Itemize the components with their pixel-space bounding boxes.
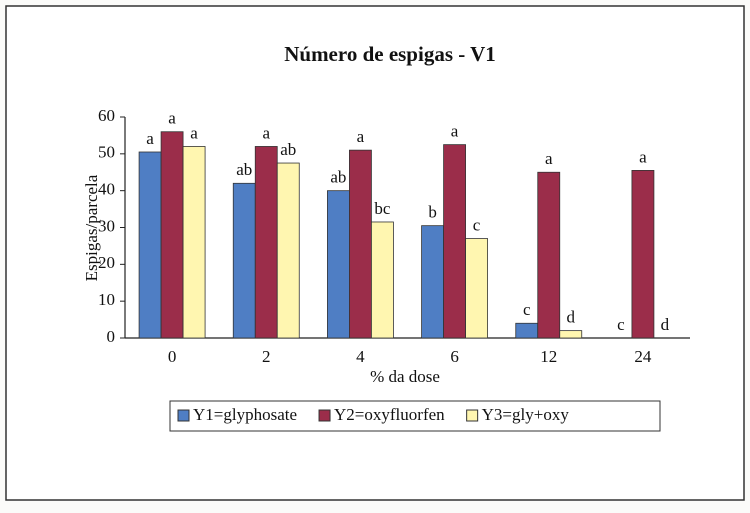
significance-letter: b	[428, 203, 437, 222]
bar	[537, 171, 561, 339]
y-tick-label: 60	[98, 106, 115, 125]
x-tick-label: 24	[634, 347, 652, 366]
legend-label: Y3=gly+oxy	[482, 405, 570, 424]
x-axis-label: % da dose	[370, 367, 440, 386]
legend-label: Y2=oxyfluorfen	[334, 405, 445, 424]
y-axis-label: Espigas/parcela	[82, 174, 101, 281]
bar	[232, 182, 256, 339]
bar	[182, 146, 206, 339]
significance-letter: ab	[236, 160, 252, 179]
legend-swatch	[466, 409, 479, 422]
legend-swatch	[177, 409, 190, 422]
x-tick-label: 2	[262, 347, 271, 366]
y-tick-label: 0	[107, 327, 116, 346]
bar	[160, 131, 184, 339]
x-tick-label: 4	[356, 347, 365, 366]
x-tick-label: 0	[168, 347, 177, 366]
x-tick-label: 6	[450, 347, 459, 366]
y-tick-label: 30	[98, 216, 115, 235]
significance-letter: a	[190, 123, 198, 142]
y-tick-label: 10	[98, 290, 115, 309]
chart-title: Número de espigas - V1	[284, 42, 496, 66]
significance-letter: a	[262, 123, 270, 142]
significance-letter: a	[146, 129, 154, 148]
bar	[371, 221, 394, 339]
bar	[631, 170, 655, 339]
x-tick-label: 12	[540, 347, 557, 366]
bar	[254, 146, 278, 339]
y-tick-label: 20	[98, 253, 115, 272]
significance-letter: a	[357, 127, 365, 146]
significance-letter: a	[639, 147, 647, 166]
significance-letter: c	[617, 315, 625, 334]
bar	[559, 330, 583, 339]
significance-letter: c	[523, 300, 531, 319]
bar	[515, 322, 539, 339]
significance-letter: c	[473, 215, 481, 234]
bar	[138, 151, 162, 339]
legend-label: Y1=glyphosate	[193, 405, 297, 424]
bar	[421, 225, 444, 339]
legend-box	[169, 400, 661, 432]
significance-letter: a	[545, 149, 553, 168]
bar	[276, 162, 300, 339]
significance-letter: ab	[330, 168, 346, 187]
significance-letter: bc	[374, 199, 391, 218]
significance-letter: ab	[280, 140, 296, 159]
legend-swatch	[318, 409, 331, 422]
y-tick-label: 40	[98, 180, 115, 199]
bar	[327, 190, 350, 339]
significance-letter: d	[661, 315, 670, 334]
significance-letter: a	[168, 109, 176, 128]
y-tick-label: 50	[98, 143, 115, 162]
bar	[465, 238, 488, 339]
significance-letter: d	[567, 308, 576, 327]
bar	[443, 144, 466, 339]
bar	[349, 149, 372, 339]
significance-letter: a	[451, 122, 459, 141]
